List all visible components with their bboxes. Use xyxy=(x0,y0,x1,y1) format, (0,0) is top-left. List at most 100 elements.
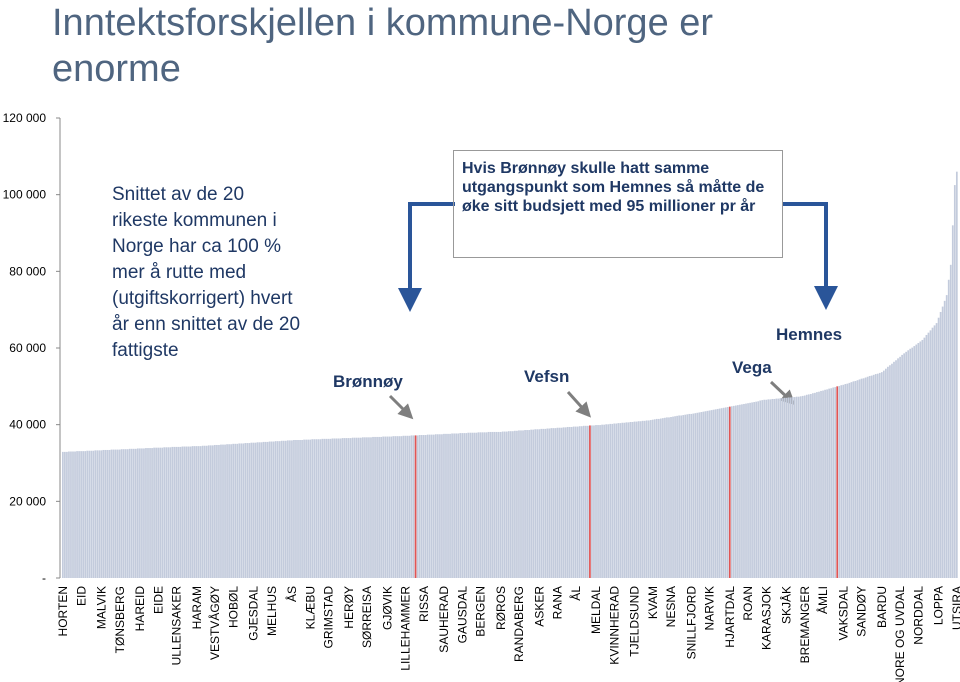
bar xyxy=(297,440,299,578)
bar xyxy=(453,433,455,578)
annotation: Vega xyxy=(732,358,772,377)
bar xyxy=(907,350,910,578)
bar xyxy=(311,439,314,578)
bar xyxy=(132,448,135,578)
bar xyxy=(887,366,889,578)
bar xyxy=(601,424,603,578)
bar xyxy=(546,428,549,578)
bar xyxy=(449,433,451,578)
bar xyxy=(921,339,924,578)
bar xyxy=(724,407,727,578)
bar xyxy=(137,448,139,578)
bar xyxy=(374,436,376,578)
bar xyxy=(68,451,70,578)
bar xyxy=(145,448,147,578)
bar xyxy=(925,334,928,578)
bar xyxy=(627,422,630,578)
bar xyxy=(437,434,439,578)
bar xyxy=(234,443,237,578)
bar xyxy=(755,401,758,578)
x-tick-label: SØRREISA xyxy=(360,586,374,648)
bar xyxy=(726,407,729,578)
x-tick-label: NARVIK xyxy=(703,586,717,630)
bar xyxy=(682,415,685,578)
bar xyxy=(540,428,543,578)
bar xyxy=(479,432,482,578)
bar xyxy=(380,436,382,578)
bar xyxy=(820,390,822,578)
bar xyxy=(378,436,380,578)
bar xyxy=(850,382,853,578)
x-tick-label: GJESDAL xyxy=(247,586,261,641)
bar xyxy=(931,327,934,578)
bar xyxy=(169,447,172,578)
bar xyxy=(799,396,802,578)
x-tick-label: HJARTDAL xyxy=(723,586,737,648)
bar xyxy=(570,426,573,578)
bar xyxy=(945,295,948,578)
bar xyxy=(775,398,778,578)
bar xyxy=(613,423,616,578)
bar xyxy=(313,439,316,578)
bar xyxy=(366,437,368,578)
x-tick-label: RØROS xyxy=(494,586,508,630)
bar xyxy=(953,185,956,579)
bar xyxy=(260,442,263,578)
bar xyxy=(507,431,510,578)
bar xyxy=(96,450,99,578)
y-tick-label: 120 000 xyxy=(3,111,47,125)
y-tick-label: 100 000 xyxy=(3,188,47,202)
bar xyxy=(335,438,338,578)
bar xyxy=(876,373,879,578)
bar xyxy=(741,404,743,578)
y-tick-label: 40 000 xyxy=(9,418,46,432)
bar xyxy=(337,438,340,578)
bar xyxy=(266,441,269,578)
bar xyxy=(228,444,230,578)
bar xyxy=(424,435,427,578)
bar xyxy=(430,434,433,578)
bar xyxy=(467,432,470,578)
bar xyxy=(919,341,922,578)
bar xyxy=(783,397,786,578)
bar xyxy=(909,348,912,578)
bar xyxy=(889,365,891,578)
bar xyxy=(686,414,689,578)
bar xyxy=(402,435,405,578)
bar xyxy=(252,442,255,578)
bar xyxy=(516,430,518,578)
bar xyxy=(542,428,545,578)
annotation: Brønnøy xyxy=(333,372,403,391)
bar xyxy=(903,353,905,578)
bar xyxy=(645,420,648,578)
bar xyxy=(526,430,528,578)
bar xyxy=(621,422,624,578)
bar xyxy=(803,395,806,578)
bar xyxy=(852,381,855,578)
bar xyxy=(420,435,423,578)
bar xyxy=(287,440,289,578)
bar xyxy=(816,392,818,578)
bar xyxy=(240,443,243,578)
bar xyxy=(611,423,614,578)
bar xyxy=(895,360,897,578)
x-tick-label: BREMANGER xyxy=(798,586,812,664)
bar xyxy=(222,444,224,578)
bar xyxy=(710,410,713,578)
bar xyxy=(795,396,798,578)
bar xyxy=(913,346,916,578)
bar xyxy=(143,448,145,578)
bar xyxy=(497,431,500,578)
bar xyxy=(554,428,557,578)
bar xyxy=(106,449,109,578)
bar xyxy=(536,429,539,578)
bar xyxy=(359,437,362,578)
x-tick-label: SKJÅK xyxy=(779,586,794,624)
bar xyxy=(593,425,595,578)
bar xyxy=(885,368,887,578)
bar xyxy=(743,403,745,578)
bar xyxy=(572,426,575,578)
annotation: Snittet av de 20 rikeste kommunen i Norg… xyxy=(112,184,301,361)
bar xyxy=(771,398,774,578)
bar xyxy=(878,372,881,578)
